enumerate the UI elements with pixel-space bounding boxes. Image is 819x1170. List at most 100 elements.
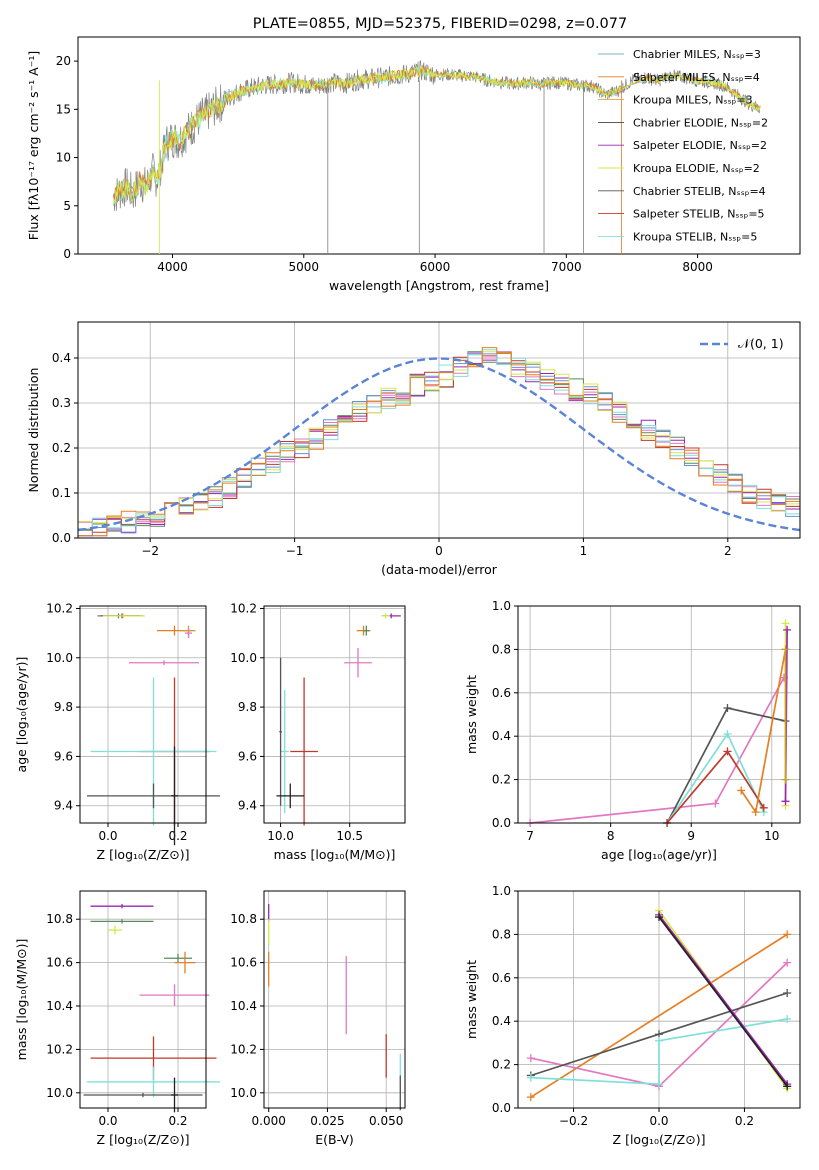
data-point — [783, 930, 792, 939]
series-line — [530, 933, 788, 1098]
mass-vs-ebv-panel: 0.000 0.025 0.050 10.0 10.2 10.4 10.6 10.8 E(B-V… — [230, 890, 406, 1147]
spectrum-panel: 4000 5000 6000 7000 8000 0 5 10 15 20 wavelength [… — [26, 36, 801, 293]
y-tick-label: 10.0 — [46, 651, 73, 665]
data-point — [526, 1073, 535, 1082]
x-tick-label: 10.5 — [336, 829, 363, 843]
legend-label: Salpeter MILES, Nₛₛₚ=4 — [633, 71, 760, 84]
x-tick-label: 0 — [435, 544, 443, 558]
mass-weight-vs-metallicity-panel: −0.2 0.0 0.2 0.0 0.2 0.4 0.6 0.8 1.0 Z [log₁₀(Z/Z… — [464, 884, 801, 1147]
y-tick-label: 0.2 — [492, 1058, 511, 1072]
axes-frame — [77, 36, 801, 255]
x-tick-label: 5000 — [289, 260, 320, 274]
x-axis-label: age [log₁₀(age/yr)] — [601, 847, 717, 862]
y-tick-label: 9.6 — [238, 749, 257, 763]
y-tick-label: 0.0 — [492, 1101, 511, 1115]
y-tick-label: 10.4 — [230, 999, 257, 1013]
y-axis-label: age [log₁₀(age/yr)] — [14, 657, 29, 773]
x-axis-label: Z [log₁₀(Z/Z⊙)] — [97, 847, 190, 862]
y-tick-label: 0.4 — [492, 1014, 511, 1028]
data-point — [526, 1093, 535, 1102]
age-vs-metallicity-panel: 0.0 0.2 9.4 9.6 9.8 10.0 10.2 Z [log₁₀(Z/Z⊙)] ag… — [14, 601, 220, 862]
y-tick-label: 10 — [56, 151, 71, 165]
axes-frame — [263, 890, 406, 1109]
series-line — [666, 732, 765, 824]
y-axis-label: mass weight — [464, 675, 479, 754]
residual-histogram-panel: −2 −1 0 1 2 0.0 0.1 0.2 0.3 0.4 (data-model)/error… — [26, 321, 801, 577]
y-tick-label: 10.4 — [46, 999, 73, 1013]
x-tick-label: 7 — [526, 829, 534, 843]
x-tick-label: −2 — [141, 544, 159, 558]
y-tick-label: 10.2 — [230, 1042, 257, 1056]
y-tick-label: 0.4 — [492, 729, 511, 743]
y-tick-label: 0.6 — [492, 686, 511, 700]
series-line — [530, 1018, 788, 1085]
x-tick-label: 1 — [580, 544, 588, 558]
data-point — [526, 1054, 535, 1063]
y-tick-label: 0.8 — [492, 642, 511, 656]
gaussian-curve — [77, 357, 801, 532]
y-tick-label: 0.1 — [52, 486, 71, 500]
y-tick-label: 0.8 — [492, 927, 511, 941]
x-tick-label: 10.0 — [267, 829, 294, 843]
x-tick-label: 0.0 — [649, 1114, 668, 1128]
y-tick-label: 10.8 — [230, 912, 257, 926]
x-tick-label: 8 — [607, 829, 615, 843]
y-tick-label: 20 — [56, 54, 71, 68]
legend-label: Kroupa ELODIE, Nₛₛₚ=2 — [633, 162, 760, 175]
y-tick-label: 10.2 — [230, 601, 257, 615]
y-tick-label: 9.6 — [54, 749, 73, 763]
x-axis-label: E(B-V) — [315, 1132, 354, 1147]
y-tick-label: 10.8 — [46, 912, 73, 926]
data-point — [781, 619, 790, 628]
y-axis-label: mass [log₁₀(M/M⊙)] — [14, 939, 29, 1061]
axes-frame — [77, 321, 801, 539]
data-point — [781, 775, 790, 784]
legend-label: Kroupa STELIB, Nₛₛₚ=5 — [633, 230, 757, 243]
data-point — [751, 808, 760, 817]
y-tick-label: 10.6 — [46, 956, 73, 970]
data-point — [655, 1036, 663, 1045]
y-tick-label: 9.8 — [238, 700, 257, 714]
data-point — [759, 803, 768, 812]
age-vs-mass-panel: 10.0 10.5 9.4 9.6 9.8 10.0 10.2 mass [log₁₀(M/M… — [230, 601, 406, 862]
y-tick-label: 0.3 — [52, 396, 71, 410]
data-point — [783, 958, 792, 967]
legend-label: Kroupa MILES, Nₛₛₚ=3 — [633, 94, 753, 107]
y-tick-label: 0.2 — [52, 441, 71, 455]
x-tick-label: 10 — [764, 829, 779, 843]
data-point — [723, 730, 732, 739]
data-point — [783, 1082, 792, 1091]
legend-label: Chabrier MILES, Nₛₛₚ=3 — [633, 48, 761, 61]
axes-frame — [263, 605, 406, 824]
y-tick-label: 10.2 — [46, 601, 73, 615]
y-tick-label: 10.6 — [230, 956, 257, 970]
data-point — [781, 645, 790, 654]
y-tick-label: 0.0 — [52, 531, 71, 545]
x-axis-label: (data-model)/error — [381, 562, 498, 577]
x-tick-label: 4000 — [157, 260, 188, 274]
series-line — [658, 916, 788, 1087]
legend-label: 𝒩(0, 1) — [738, 336, 784, 351]
data-point — [783, 1015, 792, 1024]
y-tick-label: 10.2 — [46, 1042, 73, 1056]
legend-label: Salpeter STELIB, Nₛₛₚ=5 — [633, 208, 765, 221]
legend-label: Chabrier ELODIE, Nₛₛₚ=2 — [633, 116, 768, 129]
x-tick-label: −0.2 — [559, 1114, 588, 1128]
data-point — [711, 799, 720, 808]
x-tick-label: 7000 — [551, 260, 582, 274]
x-tick-label: 0.0 — [98, 1114, 117, 1128]
histogram-step — [78, 347, 800, 537]
y-tick-label: 0.0 — [492, 816, 511, 830]
y-tick-label: 0.4 — [52, 351, 71, 365]
axes-frame — [517, 605, 801, 824]
legend-label: Chabrier STELIB, Nₛₛₚ=4 — [633, 185, 766, 198]
data-point — [781, 797, 790, 806]
x-tick-label: 0.000 — [252, 1114, 286, 1128]
x-tick-label: 2 — [724, 544, 732, 558]
spectrum-line — [112, 66, 761, 203]
data-point — [783, 988, 792, 997]
y-tick-label: 10.0 — [230, 651, 257, 665]
x-axis-label: Z [log₁₀(Z/Z⊙)] — [613, 1132, 706, 1147]
spectrum-line — [112, 65, 761, 206]
